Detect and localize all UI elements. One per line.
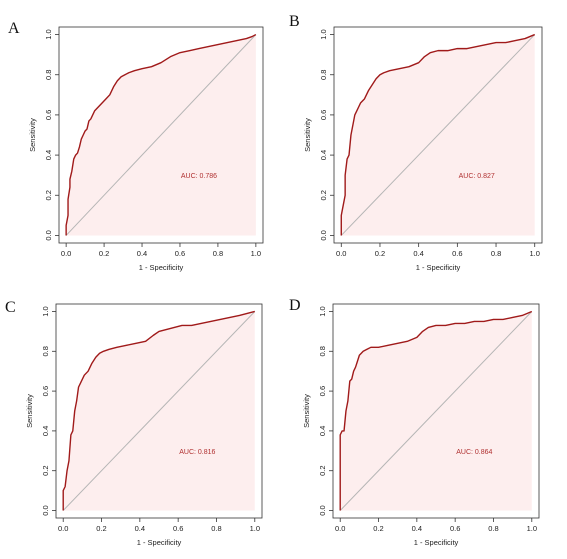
roc-panel-b: 0.0 0.2 0.4 0.6 0.8 1.0 0.0 0.2 0.4 0.6 0.8 1.0 1 - …: [303, 26, 543, 272]
x-tick-label: 0.8: [211, 524, 221, 533]
y-tick-label: 0.0: [319, 230, 328, 240]
panel-label-d: D: [289, 297, 301, 314]
x-tick-label: 1.0: [527, 524, 537, 533]
reference-diagonal-line: [340, 34, 536, 236]
plot-frame: [55, 303, 263, 519]
x-tick-label: 0.8: [213, 249, 223, 258]
y-tick-label: 0.6: [318, 386, 327, 396]
x-tick-label: 1.0: [250, 524, 260, 533]
y-tick-label: 1.0: [44, 29, 53, 39]
x-tick-label: 0.4: [412, 524, 422, 533]
y-tick-label: 0.2: [44, 190, 53, 200]
panel-label-b: B: [289, 13, 300, 30]
y-tick-label: 0.2: [318, 465, 327, 475]
y-tick-label: 1.0: [319, 29, 328, 39]
x-tick-label: 0.6: [452, 249, 462, 258]
auc-annotation: AUC: 0.786: [181, 173, 217, 180]
x-tick-label: 0.8: [488, 524, 498, 533]
roc-curve-line: [340, 33, 535, 236]
y-axis-label: Sensitivity: [302, 394, 311, 428]
plot-frame: [332, 303, 540, 519]
x-tick-label: 0.2: [373, 524, 383, 533]
roc-curve-line: [62, 310, 255, 511]
roc-panel-a: 0.0 0.2 0.4 0.6 0.8 1.0 0.0 0.2 0.4 0.6 0.8 1.0 1 - …: [28, 26, 264, 272]
y-tick-label: 1.0: [41, 306, 50, 316]
y-tick-label: 0.4: [44, 150, 53, 160]
panel-label-c: C: [5, 299, 16, 316]
x-tick-label: 0.0: [58, 524, 68, 533]
reference-diagonal-line: [339, 311, 533, 511]
x-tick-label: 0.8: [491, 249, 501, 258]
y-axis-label: Sensitivity: [303, 118, 312, 152]
y-axis-label: Sensitivity: [25, 394, 34, 428]
x-tick-label: 0.6: [450, 524, 460, 533]
y-tick-label: 0.8: [41, 346, 50, 356]
roc-panel-c: 0.0 0.2 0.4 0.6 0.8 1.0 0.0 0.2 0.4 0.6 0.8 1.0 1 - …: [25, 303, 263, 547]
auc-annotation: AUC: 0.827: [459, 173, 495, 180]
y-tick-label: 0.0: [41, 505, 50, 515]
x-tick-label: 1.0: [251, 249, 261, 258]
x-axis-label: 1 - Specificity: [416, 263, 461, 272]
y-tick-label: 0.8: [319, 70, 328, 80]
x-tick-label: 0.4: [137, 249, 147, 258]
auc-annotation: AUC: 0.816: [179, 449, 215, 456]
x-tick-label: 0.0: [61, 249, 71, 258]
y-tick-label: 0.6: [44, 110, 53, 120]
y-tick-label: 0.6: [41, 386, 50, 396]
y-tick-label: 0.2: [319, 190, 328, 200]
x-tick-label: 0.4: [135, 524, 145, 533]
y-axis-label: Sensitivity: [28, 118, 37, 152]
y-tick-label: 0.8: [44, 70, 53, 80]
y-tick-label: 0.4: [318, 426, 327, 436]
x-tick-label: 0.2: [375, 249, 385, 258]
y-tick-label: 0.0: [318, 505, 327, 515]
x-axis-label: 1 - Specificity: [137, 538, 182, 547]
plot-frame: [333, 26, 543, 244]
x-tick-label: 0.2: [99, 249, 109, 258]
x-tick-label: 0.6: [175, 249, 185, 258]
y-tick-label: 0.6: [319, 110, 328, 120]
x-axis-label: 1 - Specificity: [414, 538, 459, 547]
y-tick-label: 0.2: [41, 465, 50, 475]
y-tick-label: 1.0: [318, 306, 327, 316]
panel-label-a: A: [8, 20, 20, 37]
roc-panel-d: 0.0 0.2 0.4 0.6 0.8 1.0 0.0 0.2 0.4 0.6 0.8 1.0 1 - …: [302, 303, 540, 547]
x-tick-label: 0.0: [336, 249, 346, 258]
x-axis-label: 1 - Specificity: [139, 263, 184, 272]
reference-diagonal-line: [62, 311, 256, 511]
x-tick-label: 0.6: [173, 524, 183, 533]
y-tick-label: 0.8: [318, 346, 327, 356]
y-tick-label: 0.0: [44, 230, 53, 240]
y-tick-label: 0.4: [41, 426, 50, 436]
roc-curve-line: [339, 310, 533, 511]
x-tick-label: 0.2: [96, 524, 106, 533]
y-tick-label: 0.4: [319, 150, 328, 160]
x-tick-label: 1.0: [530, 249, 540, 258]
roc-curve-line: [65, 33, 257, 236]
auc-annotation: AUC: 0.864: [456, 449, 492, 456]
x-tick-label: 0.4: [413, 249, 423, 258]
x-tick-label: 0.0: [335, 524, 345, 533]
reference-diagonal-line: [65, 34, 257, 236]
plot-frame: [58, 26, 264, 244]
